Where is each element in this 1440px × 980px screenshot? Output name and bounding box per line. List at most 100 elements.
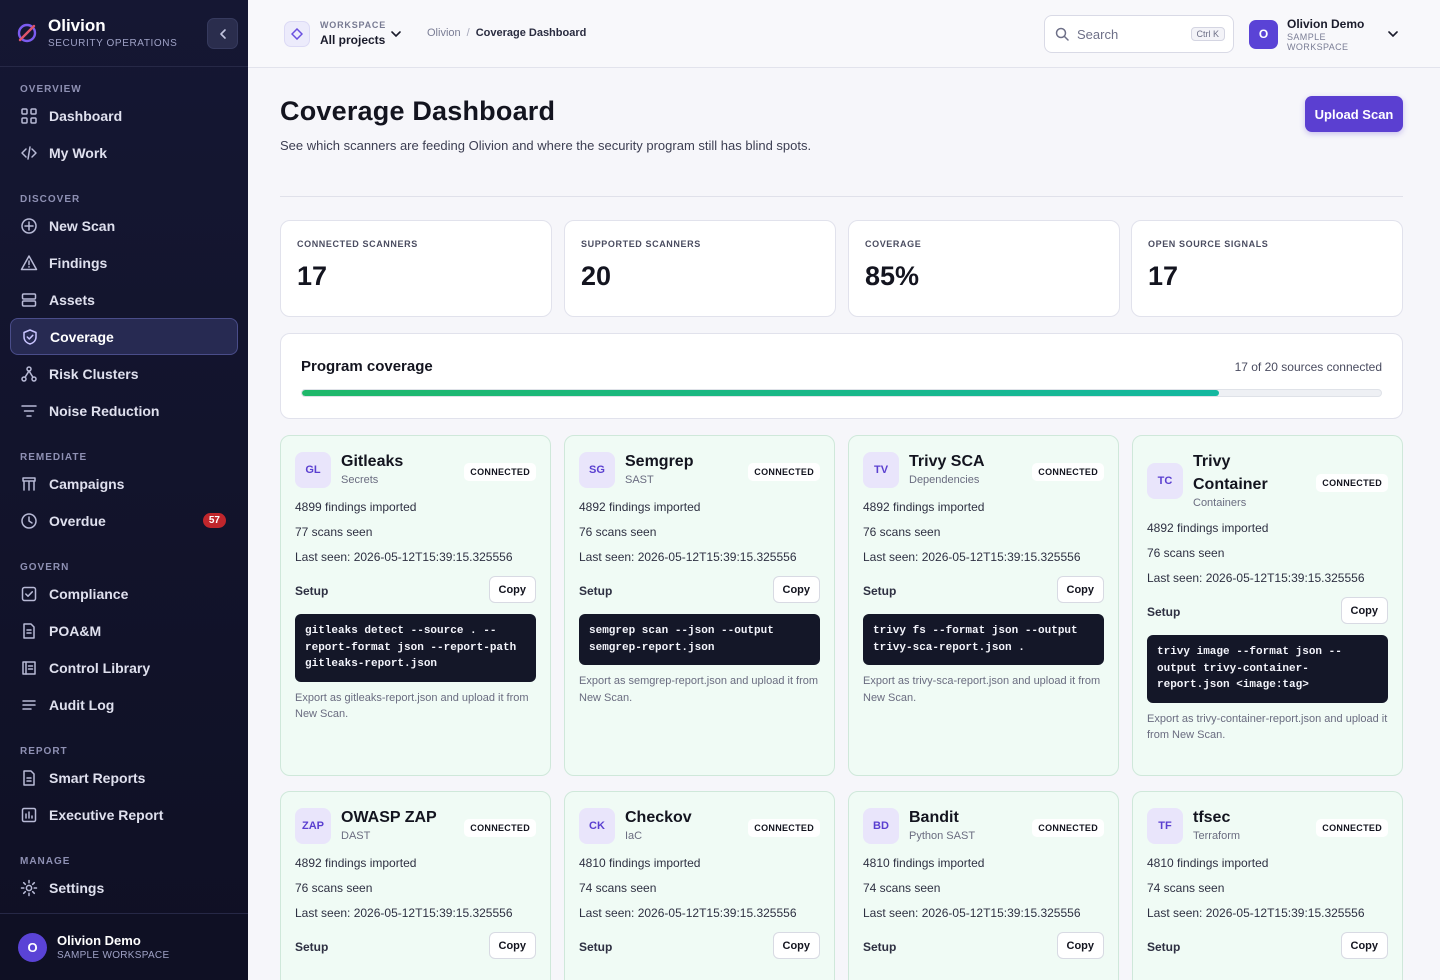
sidebar-item-label: Dashboard [49, 107, 123, 124]
book-icon [20, 659, 38, 677]
scanner-card-header: GL Gitleaks Secrets CONNECTED [281, 436, 550, 488]
sidebar-item-label: Findings [49, 254, 108, 271]
stat-value: 20 [581, 261, 612, 291]
main-content: Coverage Dashboard See which scanners ar… [248, 68, 1440, 980]
sidebar-user[interactable]: O Olivion Demo SAMPLE WORKSPACE [0, 913, 248, 980]
setup-row: Setup Copy [295, 576, 536, 604]
scanner-card-header: ZAP OWASP ZAP DAST CONNECTED [281, 792, 550, 844]
user-workspace: SAMPLE WORKSPACE [57, 950, 170, 961]
findings-imported: 4810 findings imported [1147, 856, 1269, 870]
sidebar-item-poa-m[interactable]: POA&M [10, 612, 238, 649]
cluster-icon [20, 365, 38, 383]
stat-label: OPEN SOURCE SIGNALS [1148, 239, 1269, 249]
collapse-sidebar-button[interactable] [207, 18, 238, 49]
chevron-down-icon [1388, 31, 1398, 38]
setup-command[interactable]: trivy fs --format json --output trivy-sc… [863, 614, 1104, 665]
scanner-card-header: TC Trivy Container Containers CONNECTED [1133, 436, 1402, 509]
last-seen: Last seen: 2026-05-12T15:39:15.325556 [1147, 571, 1365, 585]
setup-hint: Export as gitleaks-report.json and uploa… [295, 691, 529, 721]
last-seen: Last seen: 2026-05-12T15:39:15.325556 [295, 906, 513, 920]
divider [280, 196, 1403, 197]
setup-label: Setup [295, 940, 329, 954]
copy-command-button[interactable]: Copy [1056, 576, 1104, 603]
scanner-type: IaC [625, 830, 643, 842]
setup-hint: Export as semgrep-report.json and upload… [579, 675, 819, 704]
sidebar-item-label: Risk Clusters [49, 365, 139, 382]
coverage-progress-bar [301, 389, 1382, 397]
setup-command[interactable]: gitleaks detect --source . --report-form… [295, 614, 536, 682]
filter-icon [20, 402, 38, 420]
scanner-abbr-icon: BD [863, 808, 899, 844]
stat-connected-scanners: CONNECTED SCANNERS 17 [280, 220, 552, 317]
document-icon [20, 622, 38, 640]
setup-label: Setup [863, 940, 897, 954]
setup-command[interactable]: trivy image --format json --output trivy… [1147, 635, 1388, 703]
copy-command-button[interactable]: Copy [488, 932, 536, 959]
copy-command-button[interactable]: Copy [488, 576, 536, 603]
scanner-card-tfsec: TF tfsec Terraform CONNECTED 4810 findin… [1132, 791, 1403, 980]
logo-icon [17, 23, 37, 43]
grid-icon [20, 107, 38, 125]
clock-icon [20, 512, 38, 530]
findings-imported: 4899 findings imported [295, 500, 417, 514]
sidebar-item-risk-clusters[interactable]: Risk Clusters [10, 355, 238, 392]
sidebar-item-my-work[interactable]: My Work [10, 134, 238, 171]
scanner-type: Terraform [1193, 830, 1241, 842]
search-box[interactable]: Ctrl K [1044, 15, 1234, 53]
scans-seen: 76 scans seen [295, 881, 373, 895]
sidebar-item-control-library[interactable]: Control Library [10, 649, 238, 686]
copy-command-button[interactable]: Copy [1056, 932, 1104, 959]
sidebar-item-label: Noise Reduction [49, 402, 160, 419]
scanner-card-bandit: BD Bandit Python SAST CONNECTED 4810 fin… [848, 791, 1119, 980]
scanner-abbr-icon: CK [579, 808, 615, 844]
stat-value: 17 [297, 261, 328, 291]
sidebar-item-audit-log[interactable]: Audit Log [10, 686, 238, 723]
scanner-abbr-icon: GL [295, 452, 331, 488]
sidebar-item-dashboard[interactable]: Dashboard [10, 97, 238, 134]
sidebar-item-assets[interactable]: Assets [10, 281, 238, 318]
diamond-icon [291, 28, 303, 40]
sidebar-item-executive-report[interactable]: Executive Report [10, 796, 238, 833]
nav-section-discover: DISCOVER [20, 194, 81, 205]
stat-label: SUPPORTED SCANNERS [581, 239, 701, 249]
scanner-type: SAST [625, 474, 654, 486]
breadcrumb-root[interactable]: Olivion [427, 27, 461, 39]
sidebar-item-compliance[interactable]: Compliance [10, 575, 238, 612]
scanner-name: tfsec [1193, 809, 1231, 826]
copy-command-button[interactable]: Copy [772, 932, 820, 959]
scanner-type: Secrets [341, 474, 379, 486]
setup-row: Setup Copy [1147, 597, 1388, 625]
sidebar: Olivion SECURITY OPERATIONS OVERVIEW Dash… [0, 0, 248, 980]
scans-seen: 74 scans seen [579, 881, 657, 895]
last-seen: Last seen: 2026-05-12T15:39:15.325556 [579, 550, 797, 564]
user-menu[interactable]: O Olivion Demo SAMPLE WORKSPACE [1249, 17, 1399, 52]
copy-command-button[interactable]: Copy [1340, 932, 1388, 959]
workspace-selector[interactable]: All projects [320, 33, 386, 47]
sidebar-item-coverage[interactable]: Coverage [10, 318, 238, 355]
brand-subtitle: SECURITY OPERATIONS [48, 38, 178, 49]
sidebar-item-overdue[interactable]: Overdue 57 [10, 502, 238, 539]
server-icon [20, 291, 38, 309]
chevron-down-icon[interactable] [390, 28, 402, 40]
upload-scan-button[interactable]: Upload Scan [1305, 96, 1403, 132]
copy-command-button[interactable]: Copy [1340, 597, 1388, 624]
findings-imported: 4810 findings imported [863, 856, 985, 870]
sidebar-item-label: Control Library [49, 659, 151, 676]
sidebar-item-campaigns[interactable]: Campaigns [10, 465, 238, 502]
sidebar-item-settings[interactable]: Settings [10, 869, 238, 906]
sidebar-item-noise-reduction[interactable]: Noise Reduction [10, 392, 238, 429]
scans-seen: 76 scans seen [579, 525, 657, 539]
page-subtitle: See which scanners are feeding Olivion a… [280, 138, 812, 153]
sidebar-item-findings[interactable]: Findings [10, 244, 238, 281]
setup-row: Setup Copy [863, 576, 1104, 604]
stat-open-source-signals: OPEN SOURCE SIGNALS 17 [1131, 220, 1403, 317]
setup-command[interactable]: semgrep scan --json --output semgrep-rep… [579, 614, 820, 665]
workspace-icon[interactable] [284, 21, 310, 47]
search-input[interactable] [1077, 26, 1177, 42]
copy-command-button[interactable]: Copy [772, 576, 820, 603]
nav-section-overview: OVERVIEW [20, 84, 82, 95]
status-badge: CONNECTED [748, 463, 820, 481]
setup-hint: Export as trivy-container-report.json an… [1147, 712, 1388, 742]
sidebar-item-new-scan[interactable]: New Scan [10, 207, 238, 244]
sidebar-item-smart-reports[interactable]: Smart Reports [10, 759, 238, 796]
